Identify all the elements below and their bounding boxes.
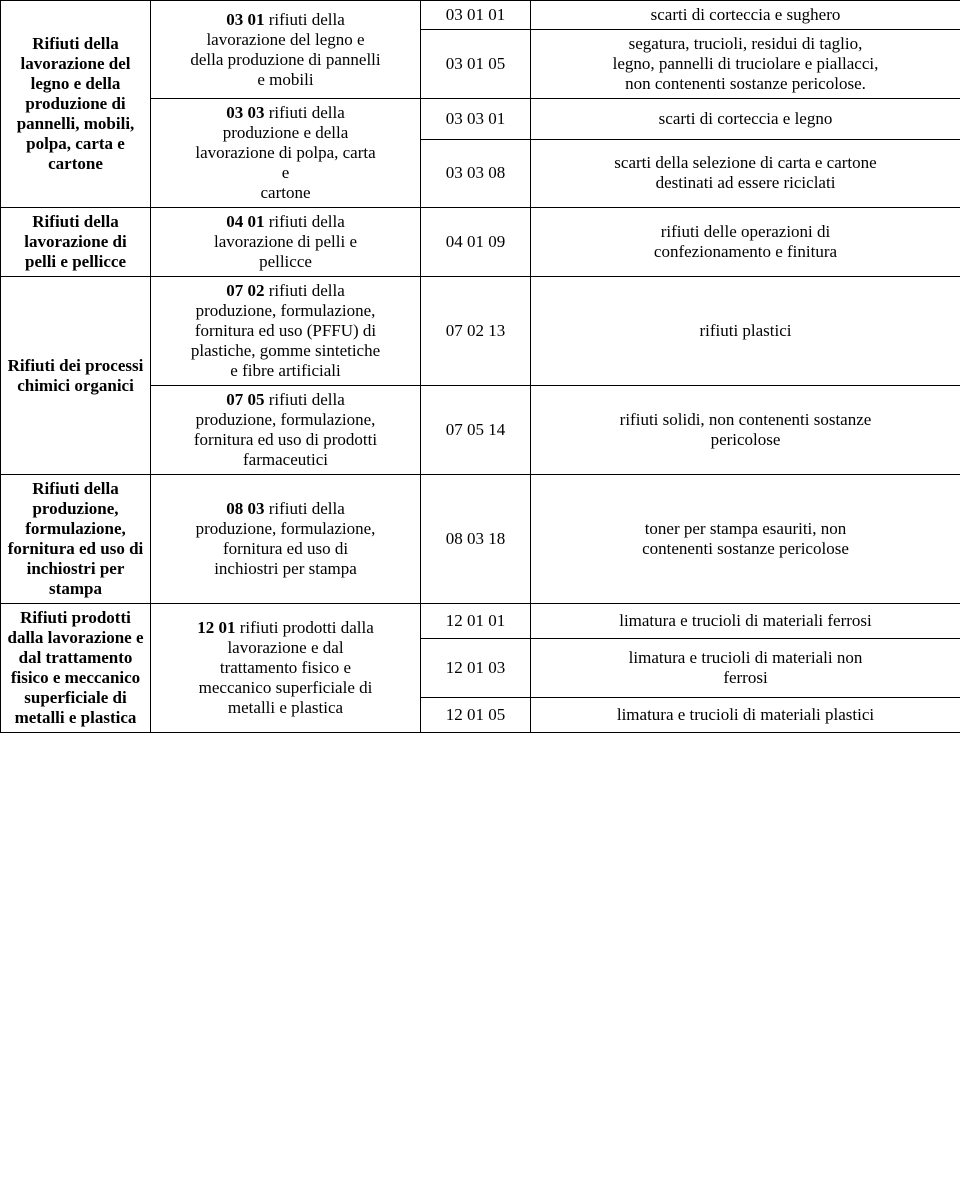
table-row: Rifiuti prodotti dalla lavorazione e dal… [1, 604, 960, 639]
description-cell: rifiuti solidi, non contenenti sostanzep… [531, 386, 960, 475]
description-cell: scarti di corteccia e legno [531, 99, 960, 140]
description-cell: limatura e trucioli di materiali nonferr… [531, 638, 960, 697]
code-cell: 03 03 01 [421, 99, 531, 140]
code-cell: 04 01 09 [421, 208, 531, 277]
description-cell: rifiuti plastici [531, 277, 960, 386]
code-cell: 08 03 18 [421, 475, 531, 604]
category-cell: Rifiuti della lavorazione del legno e de… [1, 1, 151, 208]
subcategory-cell: 12 01 rifiuti prodotti dallalavorazione … [151, 604, 421, 733]
table-row: Rifiuti della produzione, formulazione, … [1, 475, 960, 604]
description-cell: rifiuti delle operazioni diconfezionamen… [531, 208, 960, 277]
subcategory-cell: 07 02 rifiuti dellaproduzione, formulazi… [151, 277, 421, 386]
subcategory-cell: 03 03 rifiuti dellaproduzione e dellalav… [151, 99, 421, 208]
table-row: Rifiuti della lavorazione del legno e de… [1, 1, 960, 30]
description-cell: segatura, trucioli, residui di taglio,le… [531, 30, 960, 99]
subcategory-cell: 04 01 rifiuti dellalavorazione di pelli … [151, 208, 421, 277]
waste-codes-table: Rifiuti della lavorazione del legno e de… [0, 0, 960, 733]
description-cell: scarti di corteccia e sughero [531, 1, 960, 30]
code-cell: 12 01 03 [421, 638, 531, 697]
description-cell: limatura e trucioli di materiali plastic… [531, 698, 960, 733]
description-cell: limatura e trucioli di materiali ferrosi [531, 604, 960, 639]
subcategory-cell: 03 01 rifiuti dellalavorazione del legno… [151, 1, 421, 99]
code-cell: 12 01 01 [421, 604, 531, 639]
category-cell: Rifiuti della lavorazione di pelli e pel… [1, 208, 151, 277]
subcategory-cell: 07 05 rifiuti dellaproduzione, formulazi… [151, 386, 421, 475]
category-cell: Rifiuti dei processi chimici organici [1, 277, 151, 475]
code-cell: 07 02 13 [421, 277, 531, 386]
table-row: Rifiuti dei processi chimici organici07 … [1, 277, 960, 386]
table-row: Rifiuti della lavorazione di pelli e pel… [1, 208, 960, 277]
code-cell: 03 01 01 [421, 1, 531, 30]
code-cell: 03 01 05 [421, 30, 531, 99]
code-cell: 03 03 08 [421, 139, 531, 207]
description-cell: scarti della selezione di carta e carton… [531, 139, 960, 207]
subcategory-cell: 08 03 rifiuti dellaproduzione, formulazi… [151, 475, 421, 604]
description-cell: toner per stampa esauriti, noncontenenti… [531, 475, 960, 604]
code-cell: 12 01 05 [421, 698, 531, 733]
category-cell: Rifiuti della produzione, formulazione, … [1, 475, 151, 604]
code-cell: 07 05 14 [421, 386, 531, 475]
category-cell: Rifiuti prodotti dalla lavorazione e dal… [1, 604, 151, 733]
